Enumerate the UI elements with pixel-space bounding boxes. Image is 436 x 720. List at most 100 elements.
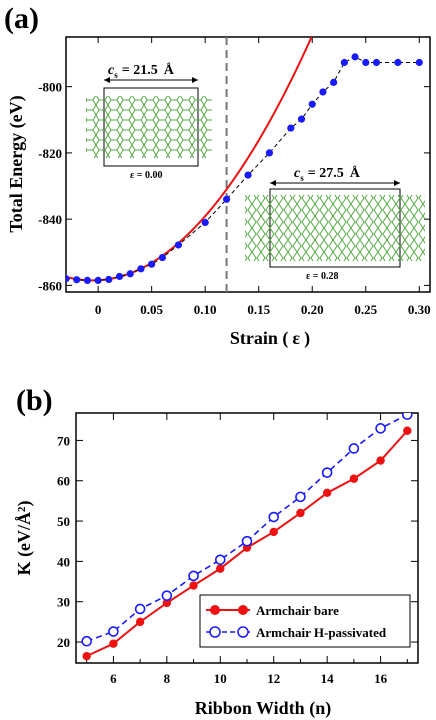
data-point	[83, 276, 92, 285]
data-point	[73, 276, 81, 284]
data-point	[137, 265, 145, 273]
series-hpass-point	[188, 570, 199, 582]
series-bare-point	[349, 474, 359, 483]
data-point	[158, 253, 166, 262]
panel-a-x-axis-label: Strain (ε)	[230, 328, 310, 349]
panel-b-y-axis-label: K (eV/Å²)	[14, 501, 35, 576]
data-point	[148, 260, 156, 268]
x-tick-label: 12	[267, 671, 280, 686]
data-point	[94, 276, 102, 285]
inset-2-strain-label: ε = 0.28	[306, 271, 338, 282]
y-tick-label: -800	[38, 80, 62, 95]
series-hpass-point	[134, 603, 146, 615]
y-tick-label: 70	[57, 433, 70, 448]
y-tick-label: 40	[57, 554, 70, 569]
x-tick-label: 0.10	[194, 302, 217, 317]
panel-b-series	[81, 413, 413, 661]
data-point	[126, 270, 134, 278]
series-hpass-point	[161, 590, 173, 601]
panel-a-y-axis-label: Total Energy (eV)	[6, 95, 27, 232]
data-point	[340, 58, 348, 67]
inset-1-strain-label: ε = 0.00	[130, 170, 162, 181]
panel-a-inset-unstrained: cs = 21.5 Å ε = 0.00	[86, 62, 212, 181]
legend-bare-marker	[238, 605, 248, 615]
series-bare-point	[269, 527, 278, 537]
x-tick-label: 0	[95, 302, 102, 317]
series-hpass-point	[268, 511, 280, 523]
x-tick-label: 6	[110, 671, 117, 686]
data-point	[297, 115, 306, 123]
x-tick-label: 0.25	[354, 302, 377, 317]
ribbon-structure-image	[245, 195, 425, 261]
series-bare-point	[189, 581, 198, 590]
data-point	[394, 58, 402, 67]
series-bare-point	[216, 564, 225, 573]
legend-bare-label: Armchair bare	[256, 603, 339, 618]
y-tick-label: 20	[57, 635, 70, 650]
series-bare-point	[403, 426, 412, 435]
x-tick-label: 0.20	[301, 302, 324, 317]
series-bare-point	[135, 617, 145, 627]
panel-a-y-ticks: -860 -840 -820 -800	[38, 80, 430, 293]
panel-b-x-axis-label: Ribbon Width (n)	[195, 698, 331, 719]
series-hpass-point	[375, 423, 386, 434]
data-point	[201, 218, 209, 227]
data-point	[244, 171, 252, 179]
legend-bare-marker	[210, 605, 220, 615]
x-tick-label: 16	[374, 671, 388, 686]
legend-box	[199, 594, 411, 648]
data-point	[308, 100, 316, 108]
data-point	[372, 58, 381, 67]
data-point	[174, 241, 183, 249]
legend-hpass-label: Armchair H-passivated	[256, 625, 387, 640]
series-hpass-point	[348, 443, 360, 454]
panel-a-frame	[65, 36, 431, 293]
x-tick-label: 10	[214, 671, 227, 686]
x-tick-label: 14	[321, 671, 335, 686]
panel-a-label: (a)	[4, 2, 39, 35]
data-point	[66, 275, 70, 283]
series-bare-point	[296, 508, 305, 518]
data-point	[287, 124, 295, 132]
data-point	[415, 58, 423, 67]
panel-a-inset-strained: cs = 27.5 Å ε = 0.28	[245, 165, 425, 282]
y-tick-label: 30	[57, 595, 70, 610]
series-hpass-point	[108, 626, 119, 637]
panel-a-data-points	[66, 53, 423, 285]
y-tick-label: -840	[38, 212, 62, 227]
panel-b: (b) 6 8 10 12 14 16 20 30 40 50 60 70 Armchair bar…	[14, 384, 419, 719]
ribbon-structure-image	[86, 96, 212, 158]
x-tick-label: 0.30	[408, 302, 431, 317]
x-tick-label: 0.05	[140, 302, 163, 317]
data-point	[319, 88, 327, 96]
legend-hpass-marker	[209, 626, 221, 638]
series-bare-point	[109, 639, 118, 648]
series-hpass-point	[321, 467, 333, 478]
series-hpass-point	[81, 635, 92, 647]
series-bare-point	[322, 488, 332, 498]
x-tick-label: 0.15	[247, 302, 270, 317]
series-bare-point	[162, 598, 172, 608]
series-bare-point	[82, 651, 91, 661]
y-tick-label: -820	[38, 146, 62, 161]
y-tick-label: 50	[57, 514, 70, 529]
panel-b-label: (b)	[16, 384, 53, 417]
y-tick-label: 60	[57, 474, 70, 489]
panel-b-x-ticks: 6 8 10 12 14 16	[86, 413, 408, 686]
panel-a-x-ticks: 0 0.05 0.10 0.15 0.20 0.25 0.30	[95, 37, 431, 317]
data-point	[351, 53, 359, 61]
inset-1-width-label: cs = 21.5 Å	[108, 62, 175, 80]
series-hpass-point	[241, 535, 253, 547]
data-point	[362, 58, 370, 67]
data-point	[115, 272, 124, 281]
panel-a: (a) 0 0.05 0.10 0.15 0.20 0.25 0.30 -860-840-8…	[4, 2, 431, 349]
inset-2-width-label: cs = 27.5 Å	[294, 165, 361, 183]
legend-hpass-marker	[237, 626, 249, 638]
series-hpass-point	[402, 413, 413, 420]
series-hpass-point	[214, 554, 226, 566]
panel-b-legend: Armchair bare Armchair H-passivated	[199, 594, 411, 648]
x-tick-label: 8	[164, 671, 171, 686]
data-point	[222, 195, 231, 203]
series-bare-point	[376, 456, 385, 465]
